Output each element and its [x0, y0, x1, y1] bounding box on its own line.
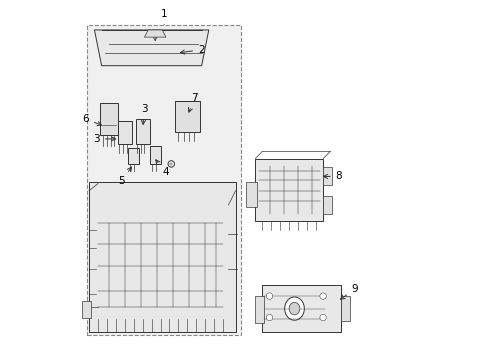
Polygon shape — [144, 30, 165, 37]
Bar — [89, 182, 235, 332]
Ellipse shape — [168, 161, 174, 167]
Bar — [255, 158, 323, 221]
Bar — [175, 102, 200, 132]
Text: 3: 3 — [93, 134, 115, 144]
Bar — [87, 24, 241, 336]
Bar — [262, 285, 340, 332]
Text: 9: 9 — [340, 284, 358, 299]
Bar — [118, 121, 132, 144]
Bar — [100, 103, 118, 135]
Bar — [82, 301, 91, 318]
Bar — [246, 182, 257, 207]
Text: 3: 3 — [141, 104, 147, 124]
Ellipse shape — [266, 314, 272, 321]
Bar — [255, 296, 264, 323]
Bar — [128, 148, 139, 164]
Ellipse shape — [266, 293, 272, 299]
Ellipse shape — [288, 302, 299, 315]
Bar — [340, 296, 349, 321]
Ellipse shape — [284, 297, 304, 320]
Text: 8: 8 — [323, 171, 342, 181]
Text: 1: 1 — [161, 9, 167, 24]
Bar — [149, 146, 160, 164]
Polygon shape — [94, 30, 208, 66]
Bar — [323, 167, 331, 185]
Text: 6: 6 — [82, 114, 102, 126]
Text: 5: 5 — [118, 167, 131, 186]
Text: 7: 7 — [188, 93, 198, 112]
Bar — [135, 119, 149, 144]
Bar — [323, 196, 331, 214]
Text: 4: 4 — [156, 160, 169, 177]
Ellipse shape — [319, 314, 325, 321]
Text: 2: 2 — [180, 45, 204, 55]
Ellipse shape — [319, 293, 325, 299]
